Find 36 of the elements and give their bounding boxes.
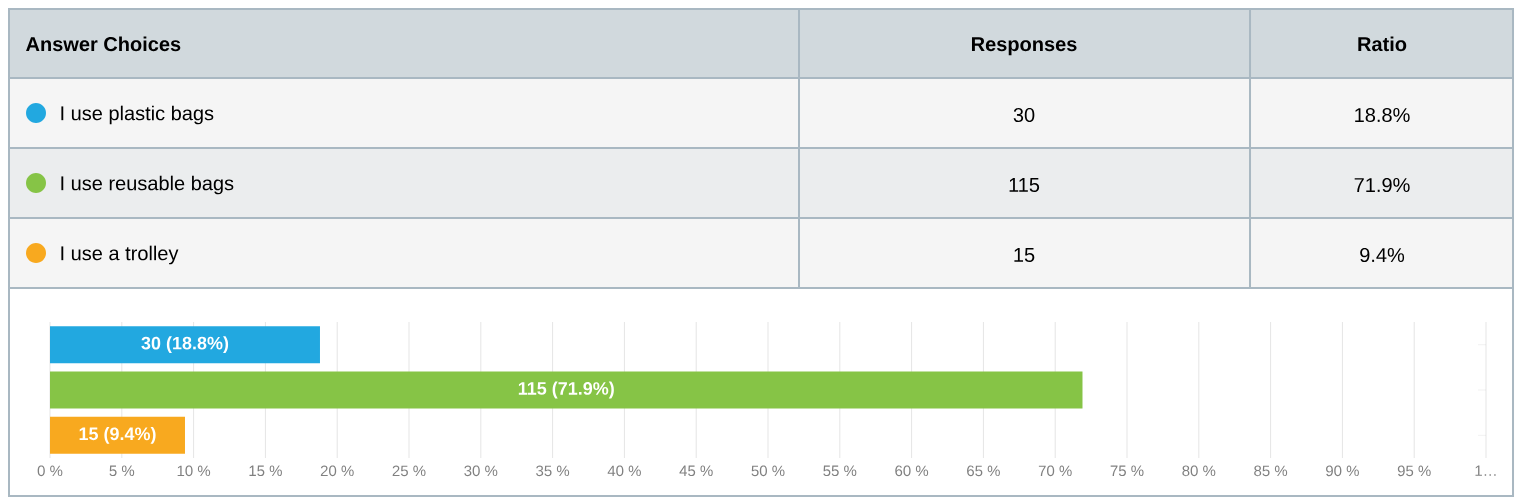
text: Answer Choices — [26, 36, 181, 52]
x-tick-label: 75 % — [1110, 465, 1144, 477]
x-tick-label: 35 % — [536, 465, 570, 477]
text: Responses — [971, 37, 1077, 56]
data-label: 15 (9.4%) — [79, 426, 156, 444]
x-tick-label: 85 % — [1254, 465, 1288, 477]
text: 30 — [1013, 107, 1035, 123]
text: 18.8% — [1355, 107, 1410, 123]
x-tick-label: 55 % — [823, 465, 857, 477]
text: 71.9% — [1354, 177, 1410, 193]
legend-label: I use reusable bags — [61, 175, 234, 195]
x-tick-label: 80 % — [1182, 465, 1216, 477]
x-tick-label: 45 % — [679, 465, 713, 477]
x-tick-label: 60 % — [895, 465, 929, 477]
x-tick-label: 90 % — [1326, 465, 1359, 477]
text: 15 — [1014, 248, 1035, 262]
x-tick-label: 15 % — [249, 465, 282, 477]
text: 9.4% — [1360, 247, 1405, 263]
x-tick-label: 25 % — [392, 465, 426, 477]
x-tick-label: 95 % — [1397, 465, 1431, 477]
x-tick-label: 40 % — [607, 465, 641, 477]
x-tick-label: 65 % — [967, 465, 1000, 477]
x-tick-label: 1… — [1475, 465, 1496, 476]
x-tick-label: 0 % — [37, 465, 63, 477]
x-tick-label: 70 % — [1038, 465, 1072, 477]
legend-label: I use a trolley — [61, 245, 179, 265]
text: Ratio — [1358, 36, 1407, 52]
x-tick-label: 20 % — [320, 465, 354, 477]
x-tick-label: 5 % — [109, 465, 135, 477]
text: 115 — [1009, 178, 1040, 192]
x-tick-label: 10 % — [177, 465, 211, 477]
data-label: 115 (71.9%) — [518, 381, 614, 399]
x-tick-label: 30 % — [464, 465, 498, 477]
data-label: 30 (18.8%) — [141, 336, 229, 354]
x-tick-label: 50 % — [751, 465, 785, 477]
legend-label: I use plastic bags — [61, 105, 214, 125]
